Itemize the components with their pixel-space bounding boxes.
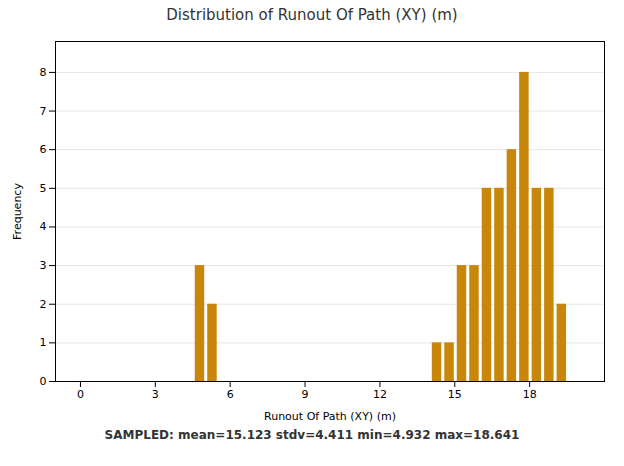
svg-text:15: 15 [448, 388, 462, 401]
svg-text:18: 18 [523, 388, 537, 401]
svg-text:0: 0 [77, 388, 84, 401]
svg-text:8: 8 [40, 66, 47, 79]
svg-text:6: 6 [227, 388, 234, 401]
svg-text:9: 9 [302, 388, 309, 401]
svg-text:12: 12 [373, 388, 387, 401]
svg-text:2: 2 [40, 298, 47, 311]
svg-text:6: 6 [40, 143, 47, 156]
html-text:SAMPLED: mean=15.123 stdv=4.41: SAMPLED: mean=15.123 stdv=4.411 min=4.93… [104, 428, 520, 442]
svg-text:3: 3 [40, 259, 47, 272]
svg-text:Runout Of Path (XY) (m): Runout Of Path (XY) (m) [264, 410, 396, 423]
html-text:Distribution of Runout Of Path: Distribution of Runout Of Path (XY) (m) [166, 6, 458, 24]
svg-text:3: 3 [152, 388, 159, 401]
svg-text:4: 4 [40, 220, 47, 233]
svg-text:5: 5 [40, 182, 47, 195]
svg-text:Frequency: Frequency [11, 183, 24, 240]
svg-text:1: 1 [40, 336, 47, 349]
svg-text:7: 7 [40, 105, 47, 118]
svg-text:0: 0 [40, 375, 47, 388]
